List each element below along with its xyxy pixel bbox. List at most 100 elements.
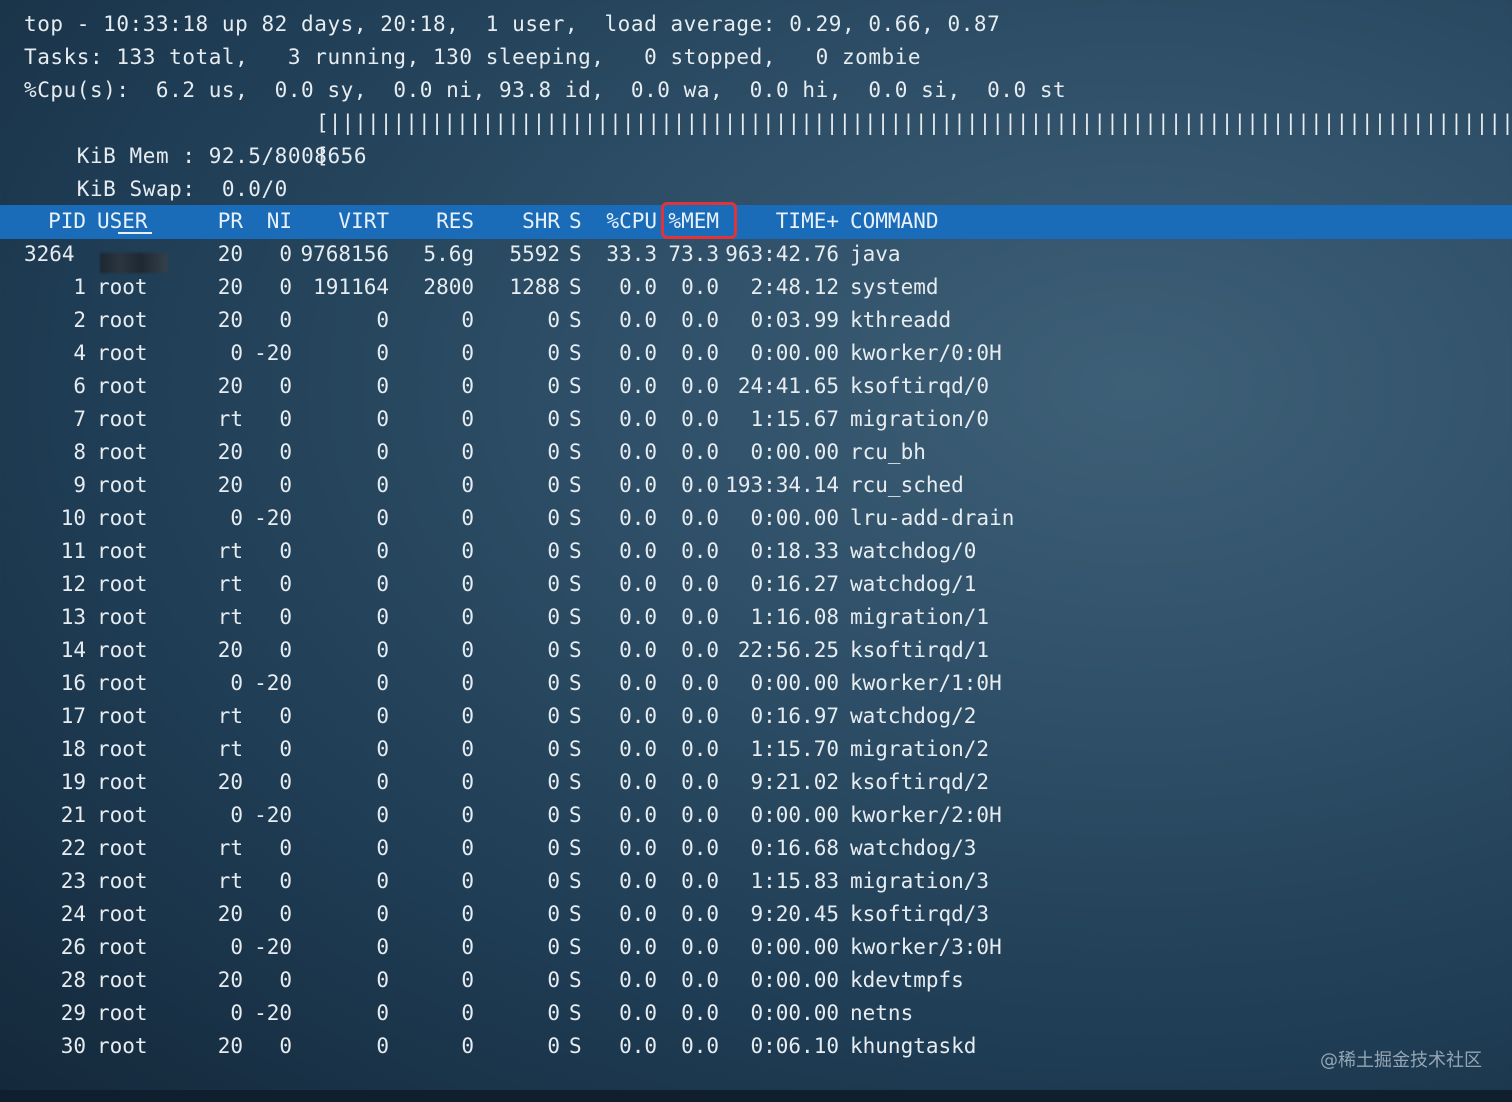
cell-shr: 0: [547, 374, 560, 398]
cell-pid: 17: [60, 704, 86, 728]
cell-mem: 0.0: [681, 374, 719, 398]
cell-mem: 0.0: [681, 605, 719, 629]
cell-res: 0: [461, 869, 474, 893]
cell-user: root: [97, 539, 148, 563]
cell-mem: 0.0: [681, 1001, 719, 1025]
cell-s: S: [569, 440, 582, 464]
cell-cpu: 33.3: [606, 242, 657, 266]
cell-virt: 0: [376, 506, 389, 530]
cell-res: 0: [461, 770, 474, 794]
cell-pr: 20: [217, 308, 243, 332]
mem-usage-bar: [|||||||||||||||||||||||||||||||||||||||…: [316, 111, 1512, 135]
cell-shr: 0: [547, 572, 560, 596]
cell-time: 0:16.68: [750, 836, 839, 860]
column-header-pr: PR: [217, 209, 243, 233]
cell-virt: 191164: [313, 275, 389, 299]
cell-command: watchdog/1: [850, 572, 977, 596]
cell-mem: 0.0: [681, 704, 719, 728]
cell-pr: 20: [217, 638, 243, 662]
cell-shr: 0: [547, 836, 560, 860]
cell-ni: 0: [279, 704, 292, 728]
cell-command: migration/2: [850, 737, 990, 761]
cell-s: S: [569, 671, 582, 695]
cell-shr: 0: [547, 935, 560, 959]
cell-mem: 0.0: [681, 341, 719, 365]
cell-pr: 20: [217, 968, 243, 992]
cpu-line: %Cpu(s): 6.2 us, 0.0 sy, 0.0 ni, 93.8 id…: [24, 78, 1067, 102]
cell-s: S: [569, 605, 582, 629]
cell-virt: 0: [376, 836, 389, 860]
cell-pid: 6: [73, 374, 86, 398]
cell-cpu: 0.0: [619, 407, 657, 431]
cell-mem: 0.0: [681, 638, 719, 662]
cell-time: 0:16.27: [750, 572, 839, 596]
cell-user: root: [97, 968, 148, 992]
cell-command: ksoftirqd/1: [850, 638, 990, 662]
cell-s: S: [569, 968, 582, 992]
cell-time: 0:00.00: [750, 506, 839, 530]
cell-cpu: 0.0: [619, 1034, 657, 1058]
cell-pr: rt: [217, 869, 243, 893]
cell-ni: 0: [279, 737, 292, 761]
cell-pr: 0: [230, 803, 243, 827]
cell-virt: 0: [376, 440, 389, 464]
cell-pr: 20: [217, 902, 243, 926]
cell-time: 1:15.70: [750, 737, 839, 761]
cell-user: root: [97, 902, 148, 926]
cell-mem: 0.0: [681, 836, 719, 860]
cell-ni: 0: [279, 968, 292, 992]
cell-command: watchdog/0: [850, 539, 977, 563]
cell-shr: 0: [547, 506, 560, 530]
mem-line: KiB Mem : 92.5/8008656 [||||||||||||||||…: [24, 107, 1512, 168]
cell-shr: 0: [547, 869, 560, 893]
column-header-bar: [0, 205, 1512, 239]
cell-time: 2:48.12: [750, 275, 839, 299]
cell-shr: 0: [547, 407, 560, 431]
cell-cpu: 0.0: [619, 473, 657, 497]
cell-pr: 0: [230, 935, 243, 959]
cell-ni: 0: [279, 1034, 292, 1058]
cell-command: java: [850, 242, 901, 266]
column-header-virt: VIRT: [338, 209, 389, 233]
cell-mem: 0.0: [681, 308, 719, 332]
cell-shr: 0: [547, 704, 560, 728]
cell-pid: 29: [60, 1001, 86, 1025]
cell-command: migration/0: [850, 407, 990, 431]
cell-command: ksoftirqd/2: [850, 770, 990, 794]
cell-virt: 0: [376, 803, 389, 827]
cell-cpu: 0.0: [619, 539, 657, 563]
cell-user: root: [97, 440, 148, 464]
cell-pid: 4: [73, 341, 86, 365]
cell-s: S: [569, 539, 582, 563]
cell-command: kworker/1:0H: [850, 671, 1002, 695]
cell-s: S: [569, 506, 582, 530]
cell-pr: rt: [217, 737, 243, 761]
cell-mem: 0.0: [681, 803, 719, 827]
cell-time: 9:21.02: [750, 770, 839, 794]
cell-time: 0:06.10: [750, 1034, 839, 1058]
cell-user: root: [97, 935, 148, 959]
cell-ni: 0: [279, 308, 292, 332]
cell-cpu: 0.0: [619, 935, 657, 959]
cell-mem: 0.0: [681, 407, 719, 431]
cell-s: S: [569, 1034, 582, 1058]
cell-time: 0:00.00: [750, 671, 839, 695]
cell-virt: 0: [376, 374, 389, 398]
cell-shr: 0: [547, 605, 560, 629]
cell-shr: 5592: [509, 242, 560, 266]
cell-time: 1:15.67: [750, 407, 839, 431]
cell-cpu: 0.0: [619, 638, 657, 662]
cell-shr: 0: [547, 341, 560, 365]
cell-mem: 0.0: [681, 671, 719, 695]
cell-command: kworker/3:0H: [850, 935, 1002, 959]
cell-mem: 0.0: [681, 869, 719, 893]
mem-column-highlight: [661, 202, 737, 239]
cell-user: root: [97, 704, 148, 728]
cell-res: 0: [461, 539, 474, 563]
swap-label: KiB Swap: 0.0/0: [76, 177, 288, 201]
cell-pid: 22: [60, 836, 86, 860]
cell-pid: 3264: [24, 242, 75, 266]
column-header-cpu: %CPU: [606, 209, 657, 233]
cell-cpu: 0.0: [619, 803, 657, 827]
